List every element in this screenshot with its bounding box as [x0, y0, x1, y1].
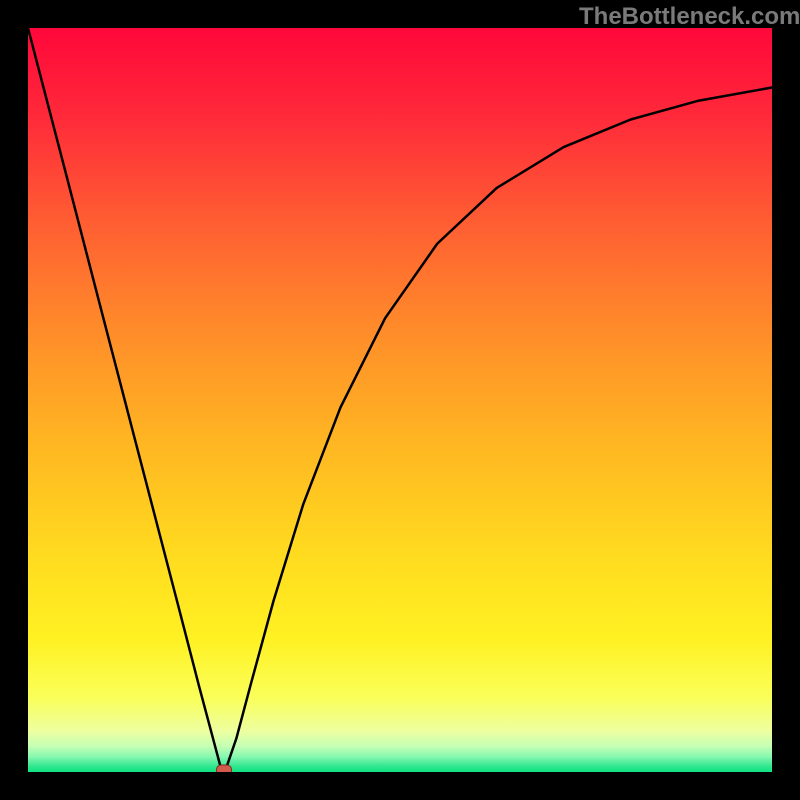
watermark-text: TheBottleneck.com [579, 3, 800, 31]
curve-svg [28, 28, 772, 772]
bottleneck-curve [28, 28, 772, 770]
optimum-marker [216, 764, 232, 772]
plot-area [28, 28, 772, 772]
figure-root: TheBottleneck.com [0, 0, 800, 800]
